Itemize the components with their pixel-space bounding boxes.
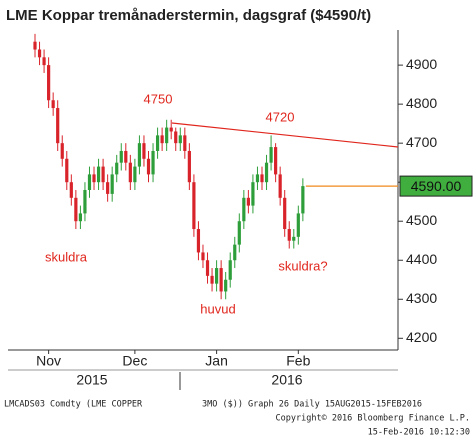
candle-body <box>115 162 119 175</box>
candle-body <box>169 127 173 132</box>
y-tick-label: 4300 <box>406 290 437 306</box>
candle-body <box>60 143 64 159</box>
candle-body <box>124 150 128 163</box>
candle-body <box>255 174 260 183</box>
candle-body <box>92 174 96 183</box>
footer: LMCADS03 Comdty (LME COPPER <box>4 400 143 410</box>
candle-body <box>146 158 151 175</box>
candle-body <box>192 182 196 230</box>
y-tick-label: 4900 <box>406 56 437 72</box>
last-price-label: 4590.00 <box>411 178 462 194</box>
last-price-box <box>399 175 473 197</box>
resistance-line <box>171 122 399 148</box>
candle-body <box>47 65 51 101</box>
candle-body <box>224 279 228 292</box>
candle-body <box>251 182 255 206</box>
candle-body <box>37 49 42 58</box>
candle-body <box>187 150 191 183</box>
candle-body <box>242 197 246 222</box>
candle-body <box>274 147 278 175</box>
candle-body <box>283 197 287 230</box>
candle-body <box>151 150 155 175</box>
candle-body <box>33 41 37 50</box>
footer: 15-Feb-2016 10:12:30 <box>368 428 470 438</box>
candle-body <box>155 135 160 151</box>
y-tick-label: 4700 <box>406 134 437 150</box>
y-tick-label: 4500 <box>406 212 437 228</box>
chart-title: LME Koppar tremånaderstermin, dagsgraf (… <box>6 7 371 24</box>
candle-body <box>237 221 241 245</box>
candle-body <box>292 236 296 241</box>
x-tick-label: Jan <box>205 353 228 369</box>
candle-body <box>196 229 201 253</box>
annotation: skuldra? <box>278 258 327 273</box>
candle-body <box>183 135 187 151</box>
candle-body <box>210 275 214 284</box>
candle-body <box>160 135 164 144</box>
x-tick-label: Nov <box>36 353 61 369</box>
candle-body <box>119 150 123 163</box>
candle-body <box>264 162 269 183</box>
candle-body <box>178 135 182 144</box>
candle-body <box>301 186 305 214</box>
candle-body <box>65 158 69 183</box>
annotation: 4720 <box>266 109 295 124</box>
candle-body <box>142 143 146 159</box>
candle-body <box>110 174 114 194</box>
candle-body <box>128 162 132 183</box>
candle-body <box>74 197 78 222</box>
annotation: huvud <box>200 301 235 316</box>
candle-body <box>165 127 169 144</box>
candle-body <box>269 147 273 163</box>
annotation: 4750 <box>144 91 173 106</box>
y-tick-label: 4200 <box>406 329 437 345</box>
year-label: 2016 <box>271 372 302 388</box>
y-tick-label: 4400 <box>406 251 437 267</box>
candle-body <box>101 166 105 183</box>
x-tick-label: Dec <box>122 353 147 369</box>
candle-body <box>174 131 178 144</box>
footer: Copyright© 2016 Bloomberg Finance L.P. <box>276 414 470 424</box>
candle-body <box>133 166 137 183</box>
candle-body <box>42 57 46 66</box>
candle-body <box>233 244 237 261</box>
candle-body <box>51 100 55 109</box>
candle-body <box>228 260 232 280</box>
candle-body <box>83 190 87 214</box>
year-label: 2015 <box>76 372 107 388</box>
x-tick-label: Feb <box>286 353 310 369</box>
candle-body <box>205 260 210 276</box>
candle-body <box>78 213 82 222</box>
candle-body <box>296 213 300 237</box>
candle-body <box>260 174 264 183</box>
footer: 3MO ($)) Graph 26 Daily 15AUG2015-15FEB2… <box>202 400 422 410</box>
candle-body <box>287 229 291 241</box>
candle-body <box>215 268 219 284</box>
y-tick-label: 4800 <box>406 95 437 111</box>
candle-body <box>56 108 60 144</box>
candle-body <box>87 174 92 190</box>
candle-body <box>106 182 110 194</box>
candle-body <box>96 166 101 183</box>
candle-body <box>246 197 250 206</box>
candle-body <box>201 252 205 261</box>
candle-body <box>69 182 73 198</box>
candle-body <box>137 143 142 167</box>
candle-body <box>219 268 223 292</box>
annotation: skuldra <box>45 249 88 264</box>
candle-body <box>278 174 282 198</box>
